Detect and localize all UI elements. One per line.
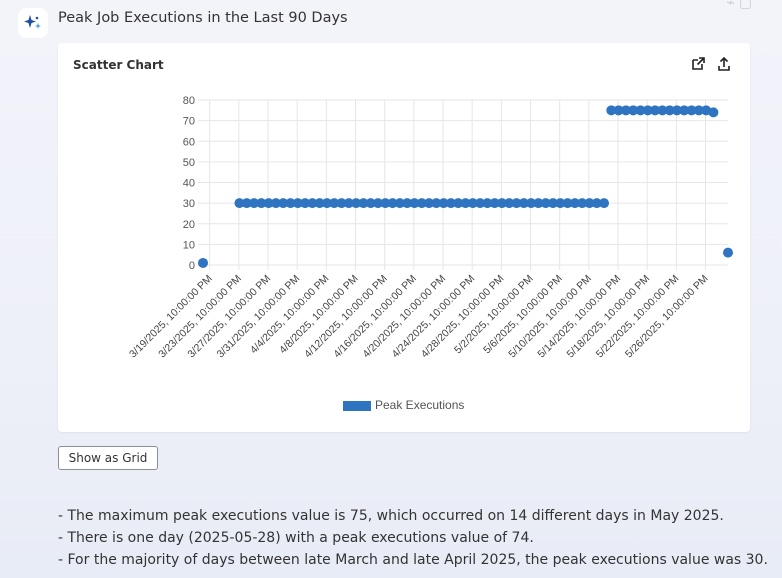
data-point: [620, 105, 631, 116]
sparkle-icon: [24, 15, 41, 29]
chart-card-actions: [690, 56, 732, 72]
data-point: [358, 198, 369, 209]
y-tick-label: 0: [189, 260, 195, 272]
legend-swatch: [343, 401, 371, 411]
data-point: [548, 198, 558, 209]
data-point: [307, 198, 318, 209]
data-point: [343, 198, 354, 209]
data-point: [431, 198, 442, 209]
data-point: [577, 198, 588, 209]
y-tick-label: 20: [183, 219, 195, 231]
data-point: [693, 105, 704, 116]
data-point: [241, 198, 252, 209]
data-point: [336, 198, 347, 209]
note-line: - There is one day (2025-05-28) with a p…: [58, 530, 534, 546]
y-tick-label: 70: [183, 116, 195, 128]
data-point: [292, 198, 303, 209]
data-point: [467, 198, 478, 209]
data-point: [256, 198, 267, 209]
data-point: [387, 198, 398, 209]
data-point: [504, 198, 515, 209]
y-tick-label: 50: [183, 157, 195, 169]
data-point: [562, 198, 573, 209]
data-point: [679, 105, 690, 116]
data-point: [300, 198, 311, 209]
data-point: [591, 198, 602, 209]
data-point: [569, 198, 580, 209]
data-point: [445, 198, 456, 209]
data-point: [409, 198, 420, 209]
data-point: [628, 105, 639, 116]
data-point: [394, 198, 405, 209]
data-point: [664, 105, 675, 116]
y-tick-label: 60: [183, 136, 195, 148]
y-tick-label: 40: [183, 178, 195, 190]
data-point: [475, 198, 486, 209]
data-point: [249, 198, 260, 209]
data-point: [642, 105, 653, 116]
data-point: [657, 105, 668, 116]
data-point: [555, 198, 566, 209]
legend-label: Peak Executions: [375, 398, 464, 412]
data-point: [365, 198, 376, 209]
data-point: [533, 198, 544, 209]
note-line: - For the majority of days between late …: [58, 552, 768, 568]
message-title: Peak Job Executions in the Last 90 Days: [58, 10, 348, 26]
data-point: [671, 105, 682, 116]
data-point: [650, 105, 661, 116]
data-point: [321, 198, 332, 209]
data-point: [584, 198, 595, 209]
data-point: [198, 257, 208, 268]
data-point: [599, 198, 610, 209]
data-point: [613, 105, 624, 116]
data-point: [606, 105, 617, 116]
data-point: [489, 198, 500, 209]
data-point: [460, 198, 471, 209]
open-external-icon[interactable]: [690, 56, 706, 72]
data-point: [708, 107, 719, 118]
chart-card: Scatter Chart 0 10 20 30 40 50 60 70 80 3/19/2025…: [58, 43, 750, 432]
data-point: [351, 198, 362, 209]
data-point: [686, 105, 697, 116]
show-as-grid-button[interactable]: Show as Grid: [58, 446, 158, 470]
summary-notes: - The maximum peak executions value is 7…: [58, 505, 768, 571]
data-point: [373, 198, 383, 209]
data-point: [234, 198, 245, 209]
data-point: [482, 198, 493, 209]
data-point: [723, 247, 733, 258]
data-point: [416, 198, 427, 209]
note-line: - The maximum peak executions value is 7…: [58, 508, 724, 524]
data-point: [438, 198, 449, 209]
chart-card-title: Scatter Chart: [73, 58, 164, 72]
assistant-avatar: [18, 8, 48, 38]
data-point: [263, 198, 274, 209]
y-tick-label: 30: [183, 198, 195, 210]
data-point: [278, 198, 289, 209]
data-point: [314, 198, 325, 209]
y-tick-label: 80: [183, 95, 195, 107]
data-point: [453, 198, 464, 209]
y-tick-label: 10: [183, 239, 195, 251]
data-point: [329, 198, 340, 209]
data-point: [540, 198, 551, 209]
data-point: [518, 198, 529, 209]
data-point: [270, 198, 281, 209]
data-point: [285, 198, 296, 209]
data-point: [511, 198, 522, 209]
data-point: [424, 198, 435, 209]
message-actions[interactable]: ⌁ ▢: [726, 0, 752, 10]
data-point: [526, 198, 537, 209]
data-point: [635, 105, 646, 116]
data-point: [402, 198, 413, 209]
share-upload-icon[interactable]: [716, 56, 732, 72]
data-point: [496, 198, 507, 209]
data-point: [380, 198, 391, 209]
